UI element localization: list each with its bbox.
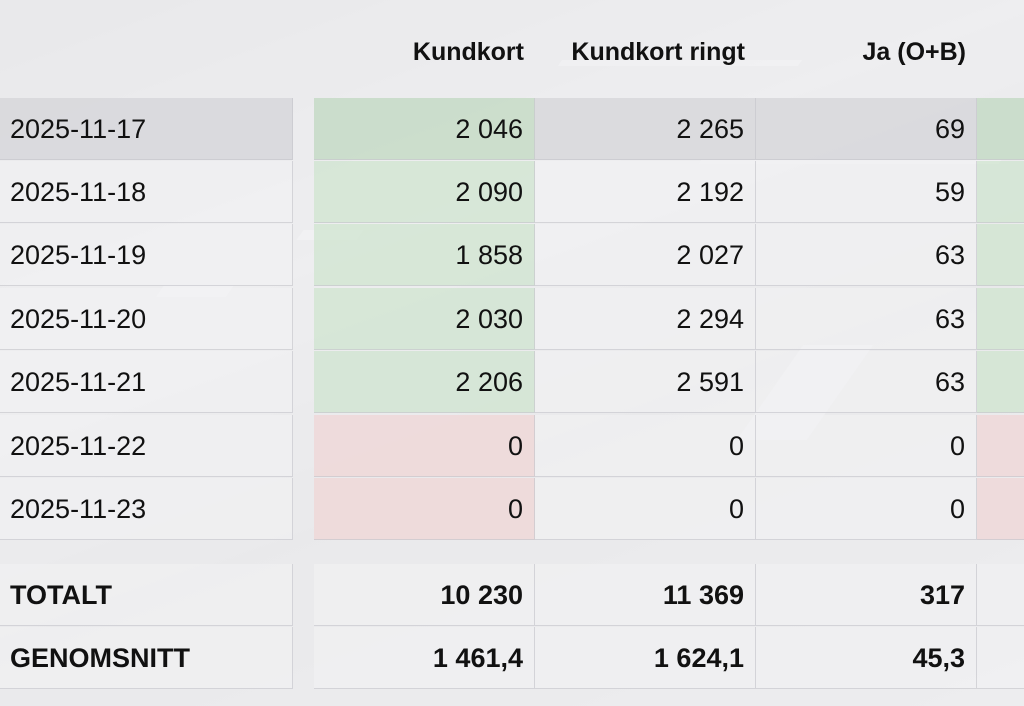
column-header-kundkort[interactable]: Kundkort — [412, 38, 524, 66]
date-cell: 2025-11-23 — [0, 478, 293, 540]
extra-cell — [977, 415, 1024, 477]
date-cell: 2025-11-21 — [0, 351, 293, 413]
date-cell: 2025-11-18 — [0, 161, 293, 223]
ja-cell: 0 — [756, 415, 977, 477]
average-kundkort-ringt: 1 624,1 — [535, 627, 756, 689]
table-row[interactable]: 2025-11-23 0 0 0 — [0, 478, 1024, 540]
totals-label: TOTALT — [0, 564, 293, 626]
totals-kundkort: 10 230 — [314, 564, 535, 626]
average-extra — [977, 627, 1024, 689]
kundkort-ringt-cell: 0 — [535, 415, 756, 477]
ja-cell: 63 — [756, 288, 977, 350]
date-cell: 2025-11-17 — [0, 98, 293, 160]
ja-cell: 0 — [756, 478, 977, 540]
kundkort-cell: 0 — [314, 415, 535, 477]
totals-ja: 317 — [756, 564, 977, 626]
average-ja: 45,3 — [756, 627, 977, 689]
kundkort-ringt-cell: 2 294 — [535, 288, 756, 350]
ja-cell: 69 — [756, 98, 977, 160]
kundkort-cell: 2 206 — [314, 351, 535, 413]
kundkort-ringt-cell: 2 265 — [535, 98, 756, 160]
ja-cell: 63 — [756, 224, 977, 286]
kundkort-cell: 2 090 — [314, 161, 535, 223]
extra-cell — [977, 478, 1024, 540]
date-cell: 2025-11-22 — [0, 415, 293, 477]
totals-extra — [977, 564, 1024, 626]
kundkort-ringt-cell: 0 — [535, 478, 756, 540]
totals-row[interactable]: TOTALT 10 230 11 369 317 — [0, 564, 1024, 626]
average-kundkort: 1 461,4 — [314, 627, 535, 689]
totals-kundkort-ringt: 11 369 — [535, 564, 756, 626]
table-row[interactable]: 2025-11-21 2 206 2 591 63 — [0, 351, 1024, 413]
table-row[interactable]: 2025-11-22 0 0 0 — [0, 415, 1024, 477]
table-row[interactable]: 2025-11-19 1 858 2 027 63 — [0, 224, 1024, 286]
ja-cell: 63 — [756, 351, 977, 413]
table-row[interactable]: 2025-11-18 2 090 2 192 59 — [0, 161, 1024, 223]
extra-cell — [977, 288, 1024, 350]
extra-cell — [977, 351, 1024, 413]
column-header-kundkort-ringt[interactable]: Kundkort ringt — [571, 38, 745, 66]
kundkort-cell: 2 030 — [314, 288, 535, 350]
date-cell: 2025-11-19 — [0, 224, 293, 286]
table-row[interactable]: 2025-11-20 2 030 2 294 63 — [0, 288, 1024, 350]
table-row[interactable]: 2025-11-17 2 046 2 265 69 — [0, 98, 1024, 160]
column-header-ja-ob[interactable]: Ja (O+B) — [862, 38, 966, 66]
kundkort-ringt-cell: 2 027 — [535, 224, 756, 286]
average-row[interactable]: GENOMSNITT 1 461,4 1 624,1 45,3 — [0, 627, 1024, 689]
kundkort-cell: 1 858 — [314, 224, 535, 286]
extra-cell — [977, 224, 1024, 286]
extra-cell — [977, 161, 1024, 223]
ja-cell: 59 — [756, 161, 977, 223]
extra-cell — [977, 98, 1024, 160]
table-header: Kundkort Kundkort ringt Ja (O+B) — [0, 0, 1024, 98]
kundkort-cell: 2 046 — [314, 98, 535, 160]
average-label: GENOMSNITT — [0, 627, 293, 689]
kundkort-ringt-cell: 2 591 — [535, 351, 756, 413]
date-cell: 2025-11-20 — [0, 288, 293, 350]
kundkort-ringt-cell: 2 192 — [535, 161, 756, 223]
kundkort-cell: 0 — [314, 478, 535, 540]
